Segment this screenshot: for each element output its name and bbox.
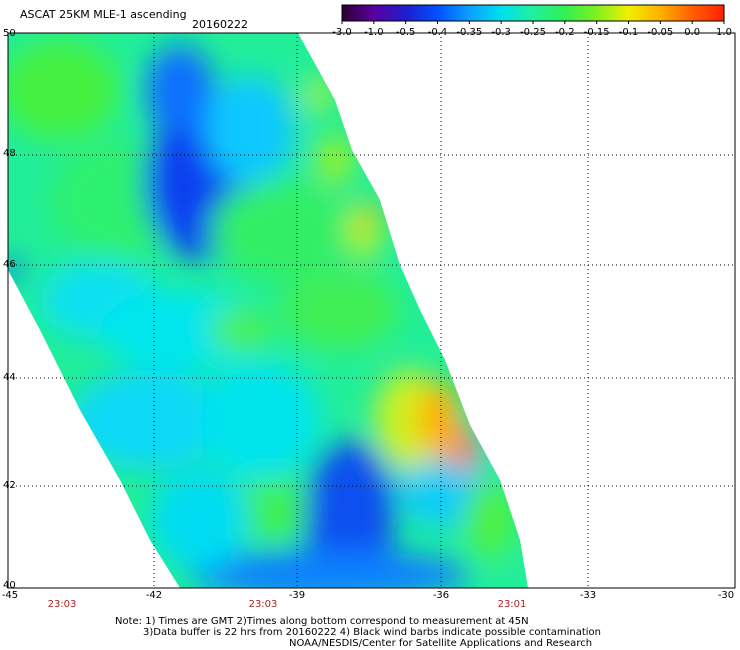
- map-title: ASCAT 25KM MLE-1 ascending: [20, 8, 187, 21]
- note-line-3: NOAA/NESDIS/Center for Satellite Applica…: [289, 638, 593, 649]
- colorbar-label: 0.0: [684, 27, 701, 38]
- lat-label-40: 40: [3, 580, 16, 591]
- colorbar-label: -0.25: [520, 27, 546, 38]
- colorbar-label: -0.05: [647, 27, 674, 38]
- time-label-east: 23:01: [497, 599, 527, 610]
- lat-label-46: 46: [3, 259, 16, 270]
- map-date: 20160222: [192, 18, 248, 31]
- colorbar: [341, 4, 725, 24]
- lon-label-36: -36: [432, 590, 450, 601]
- graticule: [8, 33, 735, 588]
- colorbar-label: -0.1: [618, 27, 639, 38]
- lon-label-30: -30: [717, 590, 735, 601]
- map-frame: [7, 32, 736, 589]
- note-line-1: Note: 1) Times are GMT 2)Times along bot…: [115, 616, 529, 627]
- lat-label-50: 50: [3, 28, 16, 39]
- lon-label-39: -39: [288, 590, 306, 601]
- colorbar-label: -0.15: [583, 27, 610, 38]
- time-label-center: 23:03: [248, 599, 278, 610]
- colorbar-gradient: [341, 4, 725, 22]
- lat-label-42: 42: [3, 480, 16, 491]
- colorbar-label: -0.3: [491, 27, 511, 38]
- colorbar-label: -0.5: [395, 27, 416, 38]
- colorbar-label: -0.4: [427, 27, 448, 38]
- lon-label-33: -33: [579, 590, 597, 601]
- colorbar-label: -0.35: [456, 27, 483, 38]
- lat-label-44: 44: [3, 372, 16, 383]
- time-label-west: 23:03: [47, 599, 77, 610]
- colorbar-label: -0.2: [555, 27, 575, 38]
- lon-label-45: -45: [1, 590, 19, 601]
- colorbar-label: -3.0: [332, 27, 352, 38]
- colorbar-label: 1.0: [716, 27, 732, 38]
- lat-label-48: 48: [3, 148, 16, 159]
- note-line-2: 3)Data buffer is 22 hrs from 20160222 4)…: [143, 627, 601, 638]
- colorbar-label: -1.0: [364, 27, 384, 38]
- lon-label-42: -42: [145, 590, 163, 601]
